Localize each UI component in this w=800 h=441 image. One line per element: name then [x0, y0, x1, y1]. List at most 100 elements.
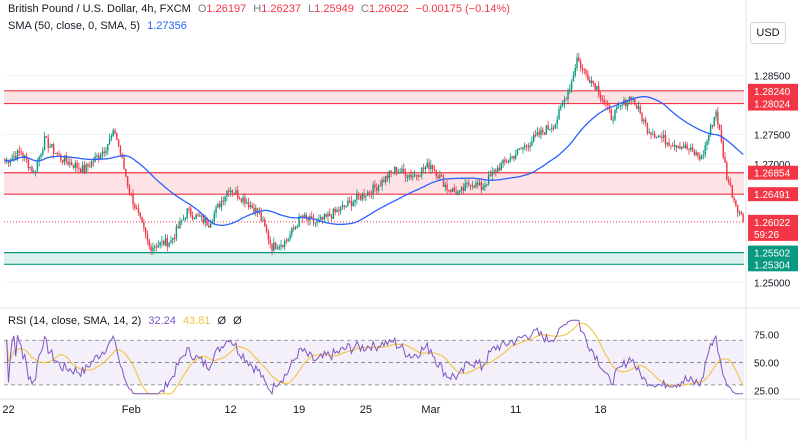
candle-body [255, 208, 257, 214]
candle-body [639, 106, 641, 114]
price-axis[interactable]: 1.25000 1.27000 1.27500 1.28500 1.28240 1.280… [748, 71, 798, 397]
candle-body [193, 218, 196, 220]
candle-body [397, 172, 400, 174]
candle-body [153, 246, 156, 248]
price-level-tag [748, 257, 798, 272]
candle-body [222, 200, 225, 202]
candle-body [390, 170, 392, 173]
candle-body [724, 157, 726, 163]
candle-body [264, 219, 266, 227]
candle-body [305, 214, 308, 218]
candle-body [85, 164, 87, 173]
candle-body [307, 217, 309, 221]
candle-body [312, 217, 315, 223]
candle-body [229, 190, 232, 192]
candle-body [616, 106, 618, 110]
candle-body [590, 80, 593, 84]
candle-body [578, 57, 580, 62]
candle-body [191, 215, 194, 219]
time-axis[interactable]: 22 Feb 12 19 25 Mar 11 18 [2, 404, 606, 416]
close-label: C [360, 3, 369, 15]
candle-body [690, 147, 692, 150]
candle-body [186, 208, 188, 219]
candle-body [421, 167, 423, 176]
candle-body [511, 156, 513, 158]
candle-body [278, 246, 280, 249]
candle-body [303, 214, 306, 218]
candle-body [188, 208, 190, 210]
candle-body [388, 170, 391, 179]
candle-body [729, 182, 732, 186]
candle-body [740, 212, 743, 214]
time-tick-label: 19 [293, 404, 305, 416]
candle-body [31, 167, 33, 173]
candle-body [119, 146, 122, 155]
candle-body [249, 205, 252, 207]
candle-body [280, 244, 282, 247]
candle-body [502, 159, 504, 164]
candle-body [247, 202, 250, 207]
candle-body [311, 216, 313, 218]
candle-body [47, 137, 49, 148]
candle-body [125, 168, 127, 177]
candle-body [536, 132, 539, 136]
candle-body [403, 168, 405, 173]
candle-body [489, 174, 492, 176]
candle-body [96, 155, 98, 157]
candle-body [161, 241, 163, 243]
candle-body [240, 198, 243, 202]
sma-value: 1.27356 [147, 20, 187, 32]
candle-body [215, 207, 217, 214]
candle-body [166, 238, 169, 247]
candle-body [549, 129, 551, 131]
candle-body [76, 162, 78, 168]
candle-body [583, 68, 585, 71]
candle-body [163, 241, 165, 246]
candle-body [513, 156, 515, 159]
candle-body [282, 244, 284, 247]
candle-body [150, 246, 152, 251]
candle-body [592, 80, 595, 84]
candle-body [433, 169, 436, 171]
candle-body [274, 242, 277, 250]
candle-body [466, 182, 468, 184]
candle-body [399, 172, 401, 174]
candle-body [143, 222, 145, 229]
candle-body [258, 212, 261, 214]
candle-body [159, 242, 161, 246]
candle-body [547, 125, 549, 130]
rsi-tick-label: 25.00 [754, 386, 779, 397]
candle-body [498, 167, 501, 171]
candle-body [348, 200, 351, 202]
candle-body [422, 167, 425, 170]
price-level-label: 1.26491 [754, 190, 791, 201]
rsi-legend: RSI (14, close, SMA, 14, 2) 32.24 43.81 … [8, 315, 246, 327]
candle-body [733, 197, 735, 201]
rsi-value: 32.24 [148, 315, 176, 327]
candle-body [110, 136, 113, 139]
candle-body [691, 147, 694, 151]
candle-body [671, 145, 674, 147]
candle-body [385, 175, 387, 183]
candle-body [473, 185, 475, 188]
candle-body [605, 102, 607, 105]
candle-body [220, 200, 223, 208]
candle-body [226, 191, 228, 197]
candle-body [325, 214, 327, 217]
candle-body [334, 209, 336, 212]
candle-body [735, 200, 737, 206]
candle-body [446, 184, 448, 190]
candle-body [401, 168, 403, 173]
candle-body [661, 136, 663, 138]
candle-body [662, 135, 665, 138]
candle-body [329, 213, 331, 217]
candle-body [29, 167, 31, 169]
candle-body [260, 212, 262, 221]
currency-button[interactable]: USD [750, 22, 786, 44]
candle-body [596, 86, 598, 90]
candle-body [177, 226, 179, 229]
candle-body [484, 184, 486, 187]
candle-body [533, 134, 535, 142]
